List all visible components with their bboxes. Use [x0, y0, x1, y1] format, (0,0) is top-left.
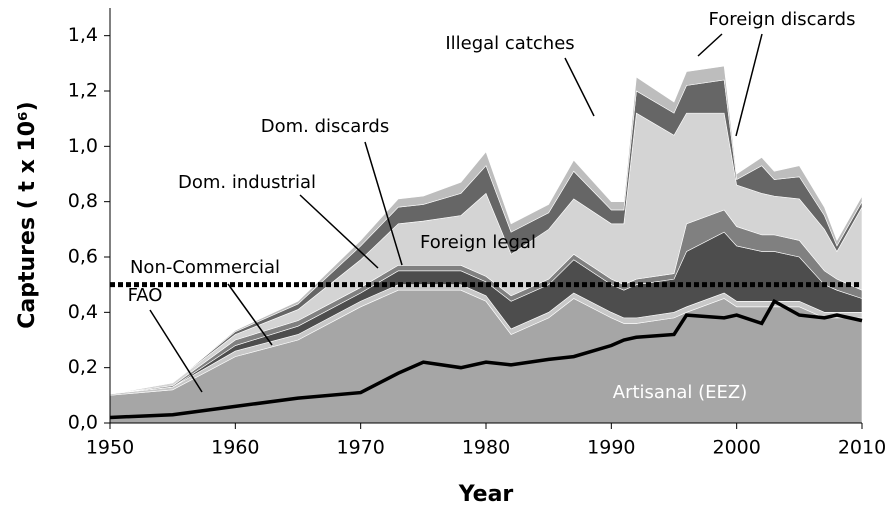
- x-tick-label: 1950: [86, 437, 134, 459]
- y-tick-label: 0,2: [68, 356, 98, 378]
- x-tick-label: 1980: [462, 437, 510, 459]
- y-tick-label: 1,4: [68, 24, 98, 46]
- fao-line: [109, 298, 863, 420]
- leader-line: [735, 33, 763, 137]
- y-tick-label: 0,4: [68, 301, 98, 323]
- annotation: Dom. discards: [261, 116, 389, 137]
- x-tick-label: 1960: [211, 437, 259, 459]
- leader-line: [697, 33, 723, 57]
- annotation: Foreign discards: [709, 9, 856, 30]
- area: [109, 65, 863, 395]
- x-tick-label: 1990: [587, 437, 635, 459]
- y-tick-label: 0,0: [68, 412, 98, 434]
- annotation: FAO: [128, 285, 163, 306]
- annotation: Illegal catches: [445, 33, 574, 54]
- x-tick-label: 1970: [336, 437, 384, 459]
- x-axis-label: Year: [458, 482, 514, 507]
- leader-line: [149, 309, 203, 393]
- x-tick-label: 2000: [712, 437, 760, 459]
- annotation: Dom. industrial: [178, 172, 316, 193]
- leader-line: [227, 283, 273, 346]
- annotation: Foreign legal: [420, 232, 536, 253]
- y-axis-label: Captures ( t x 10⁶): [15, 101, 40, 329]
- y-tick-label: 1,2: [68, 80, 98, 102]
- annotation: Artisanal (EEZ): [613, 382, 747, 403]
- annotation: Non-Commercial: [130, 257, 280, 278]
- leader-line: [299, 194, 379, 269]
- x-tick-label: 2010: [838, 437, 886, 459]
- y-tick-label: 1,0: [68, 135, 98, 157]
- leader-line: [564, 57, 595, 117]
- y-tick-label: 0,6: [68, 246, 98, 268]
- leader-line: [364, 141, 403, 266]
- y-tick-label: 0,8: [68, 190, 98, 212]
